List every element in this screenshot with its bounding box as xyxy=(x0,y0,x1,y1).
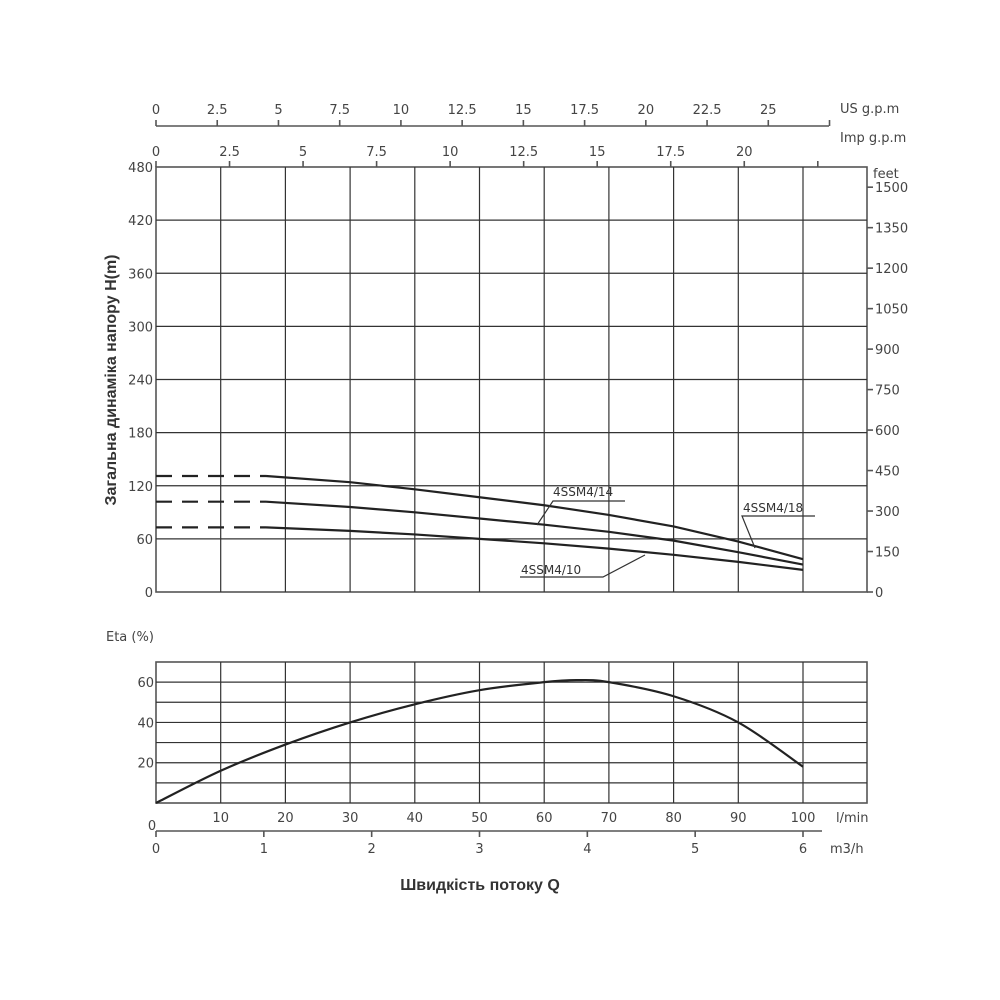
svg-text:240: 240 xyxy=(128,374,153,389)
svg-text:300: 300 xyxy=(128,320,153,335)
svg-text:15: 15 xyxy=(589,145,606,160)
svg-text:6: 6 xyxy=(799,842,807,857)
svg-text:600: 600 xyxy=(875,424,900,439)
svg-text:70: 70 xyxy=(601,811,618,826)
svg-text:5: 5 xyxy=(274,103,282,118)
curve-label-4ssm4-10: 4SSM4/10 xyxy=(520,554,646,578)
flow-axis-title: Швидкість потоку Q xyxy=(400,877,560,894)
svg-text:60: 60 xyxy=(136,533,153,548)
svg-text:180: 180 xyxy=(128,427,153,442)
svg-text:0: 0 xyxy=(152,145,160,160)
svg-text:1500: 1500 xyxy=(875,181,908,196)
svg-text:60: 60 xyxy=(137,676,154,691)
m3h-unit-label: m3/h xyxy=(830,842,864,857)
svg-text:12.5: 12.5 xyxy=(509,145,538,160)
svg-text:22.5: 22.5 xyxy=(693,103,722,118)
lmin-axis: 10 20 30 40 50 60 70 80 90 100 xyxy=(212,811,815,826)
svg-text:17.5: 17.5 xyxy=(570,103,599,118)
svg-text:4SSM4/14: 4SSM4/14 xyxy=(553,485,613,499)
svg-text:7.5: 7.5 xyxy=(329,103,350,118)
feet-unit-label: feet xyxy=(873,167,899,182)
svg-text:0: 0 xyxy=(148,819,156,834)
lmin-unit-label: l/min xyxy=(836,811,869,826)
svg-text:5: 5 xyxy=(299,145,307,160)
svg-text:60: 60 xyxy=(536,811,553,826)
svg-text:450: 450 xyxy=(875,465,900,480)
imp-gpm-unit-label: Imp g.p.m xyxy=(840,131,906,146)
svg-text:20: 20 xyxy=(638,103,655,118)
eta-axis-title: Eta (%) xyxy=(106,630,154,645)
eta-chart-grid xyxy=(155,661,868,804)
m3h-axis: 0 1 2 3 4 5 6 xyxy=(152,830,822,857)
eta-curve xyxy=(155,678,804,804)
svg-text:17.5: 17.5 xyxy=(656,145,685,160)
svg-text:5: 5 xyxy=(691,842,699,857)
svg-text:7.5: 7.5 xyxy=(366,145,387,160)
svg-text:2.5: 2.5 xyxy=(207,103,228,118)
svg-text:4SSM4/10: 4SSM4/10 xyxy=(521,563,581,577)
svg-text:480: 480 xyxy=(128,161,153,176)
imp-gpm-axis: 0 2.5 5 7.5 10 12.5 15 17.5 20 xyxy=(152,145,819,167)
svg-text:90: 90 xyxy=(730,811,747,826)
curve-label-4ssm4-18: 4SSM4/18 xyxy=(741,501,815,549)
svg-text:750: 750 xyxy=(875,384,900,399)
us-gpm-axis: 0 2.5 5 7.5 10 12.5 15 17.5 20 22.5 25 xyxy=(152,103,831,127)
svg-text:0: 0 xyxy=(875,586,883,601)
svg-text:1200: 1200 xyxy=(875,262,908,277)
svg-text:10: 10 xyxy=(212,811,229,826)
svg-text:40: 40 xyxy=(407,811,424,826)
svg-text:0: 0 xyxy=(145,586,153,601)
head-chart-grid xyxy=(155,166,868,593)
svg-text:15: 15 xyxy=(515,103,532,118)
svg-text:2.5: 2.5 xyxy=(219,145,240,160)
feet-axis: 0 150 300 450 600 750 900 1050 1200 1350 1500 xyxy=(867,181,908,601)
svg-text:100: 100 xyxy=(791,811,816,826)
svg-text:20: 20 xyxy=(137,757,154,772)
svg-text:0: 0 xyxy=(152,842,160,857)
us-gpm-unit-label: US g.p.m xyxy=(840,102,899,117)
head-axis-title: Загальна динаміка напору H(m) xyxy=(103,254,120,505)
svg-text:4SSM4/18: 4SSM4/18 xyxy=(743,501,803,515)
svg-text:30: 30 xyxy=(342,811,359,826)
svg-text:2: 2 xyxy=(368,842,376,857)
svg-text:40: 40 xyxy=(137,716,154,731)
svg-text:3: 3 xyxy=(475,842,483,857)
head-y-axis: 0 60 120 180 240 300 360 420 480 xyxy=(128,161,153,601)
svg-text:50: 50 xyxy=(471,811,488,826)
svg-text:4: 4 xyxy=(583,842,591,857)
svg-text:80: 80 xyxy=(665,811,682,826)
eta-y-axis: 0 20 40 60 xyxy=(137,676,156,834)
svg-text:300: 300 xyxy=(875,505,900,520)
svg-text:0: 0 xyxy=(152,103,160,118)
svg-text:25: 25 xyxy=(760,103,777,118)
svg-text:10: 10 xyxy=(442,145,459,160)
head-curves xyxy=(156,474,804,571)
svg-text:360: 360 xyxy=(128,267,153,282)
svg-text:1050: 1050 xyxy=(875,303,908,318)
svg-text:20: 20 xyxy=(277,811,294,826)
svg-text:1: 1 xyxy=(260,842,268,857)
svg-text:150: 150 xyxy=(875,546,900,561)
svg-text:1350: 1350 xyxy=(875,222,908,237)
svg-text:120: 120 xyxy=(128,480,153,495)
svg-text:900: 900 xyxy=(875,343,900,358)
svg-text:10: 10 xyxy=(393,103,410,118)
svg-text:420: 420 xyxy=(128,214,153,229)
curve-label-4ssm4-14: 4SSM4/14 xyxy=(536,485,625,526)
svg-text:12.5: 12.5 xyxy=(448,103,477,118)
svg-text:20: 20 xyxy=(736,145,753,160)
